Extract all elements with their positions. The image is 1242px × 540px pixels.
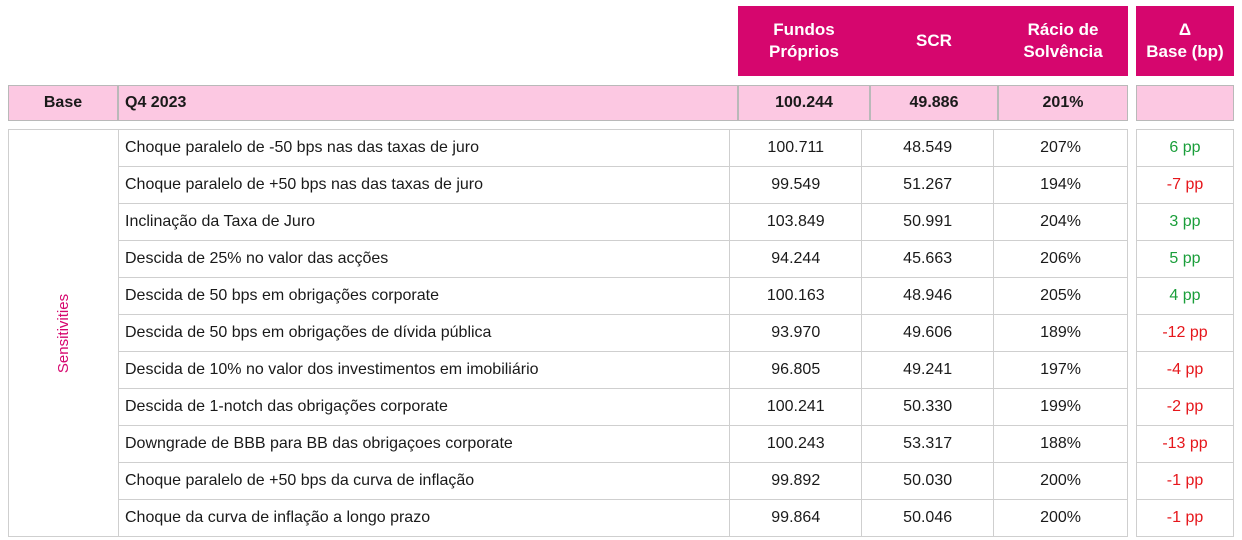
delta-row: -7 pp bbox=[1136, 166, 1234, 204]
row-delta: -4 pp bbox=[1136, 351, 1234, 389]
row-scr: 50.991 bbox=[861, 203, 995, 241]
header-scr-label: SCR bbox=[916, 30, 952, 50]
row-racio: 204% bbox=[993, 203, 1128, 241]
row-fundos: 93.970 bbox=[729, 314, 863, 352]
row-label: Choque paralelo de +50 bps nas das taxas… bbox=[117, 166, 731, 204]
table-row: Downgrade de BBB para BB das obrigaçoes … bbox=[117, 425, 1128, 463]
row-scr: 49.241 bbox=[861, 351, 995, 389]
header-fundos-proprios: Fundos Próprios bbox=[738, 6, 870, 76]
table-row: Descida de 1-notch das obrigações corpor… bbox=[117, 388, 1128, 426]
delta-row: -12 pp bbox=[1136, 314, 1234, 352]
header-delta-base: Δ Base (bp) bbox=[1136, 6, 1234, 76]
row-delta: 3 pp bbox=[1136, 203, 1234, 241]
row-fundos: 100.711 bbox=[729, 129, 863, 167]
row-racio: 207% bbox=[993, 129, 1128, 167]
table-row: Choque paralelo de +50 bps nas das taxas… bbox=[117, 166, 1128, 204]
row-fundos: 99.892 bbox=[729, 462, 863, 500]
header-racio-line2: Solvência bbox=[1023, 42, 1103, 61]
row-delta: 4 pp bbox=[1136, 277, 1234, 315]
base-period: Q4 2023 bbox=[118, 85, 738, 121]
row-scr: 50.046 bbox=[861, 499, 995, 537]
header-racio-line1: Rácio de bbox=[1027, 19, 1099, 39]
base-fundos: 100.244 bbox=[738, 85, 870, 121]
row-racio: 194% bbox=[993, 166, 1128, 204]
row-fundos: 94.244 bbox=[729, 240, 863, 278]
row-fundos: 100.241 bbox=[729, 388, 863, 426]
header-racio-solvencia: Rácio de Solvência bbox=[998, 6, 1128, 76]
base-racio: 201% bbox=[998, 85, 1128, 121]
row-scr: 45.663 bbox=[861, 240, 995, 278]
row-racio: 189% bbox=[993, 314, 1128, 352]
row-fundos: 100.243 bbox=[729, 425, 863, 463]
header-fundos-line2: Próprios bbox=[769, 42, 839, 61]
row-racio: 188% bbox=[993, 425, 1128, 463]
delta-table: 6 pp -7 pp 3 pp 5 pp 4 pp -12 pp -4 pp -2 pp -13… bbox=[1136, 129, 1234, 537]
table-row: Choque paralelo de +50 bps da curva de i… bbox=[117, 462, 1128, 500]
row-delta: -12 pp bbox=[1136, 314, 1234, 352]
row-label: Choque da curva de inflação a longo praz… bbox=[117, 499, 731, 537]
row-racio: 200% bbox=[993, 462, 1128, 500]
header-delta-line1: Δ bbox=[1178, 19, 1192, 39]
delta-row: 4 pp bbox=[1136, 277, 1234, 315]
row-racio: 206% bbox=[993, 240, 1128, 278]
row-racio: 200% bbox=[993, 499, 1128, 537]
row-scr: 50.030 bbox=[861, 462, 995, 500]
header-fundos-line1: Fundos bbox=[773, 19, 835, 39]
row-label: Descida de 50 bps em obrigações corporat… bbox=[117, 277, 731, 315]
row-fundos: 99.864 bbox=[729, 499, 863, 537]
row-delta: 5 pp bbox=[1136, 240, 1234, 278]
row-scr: 50.330 bbox=[861, 388, 995, 426]
table-row: Descida de 50 bps em obrigações corporat… bbox=[117, 277, 1128, 315]
delta-row: -1 pp bbox=[1136, 499, 1234, 537]
row-delta: -2 pp bbox=[1136, 388, 1234, 426]
row-label: Descida de 50 bps em obrigações de dívid… bbox=[117, 314, 731, 352]
row-racio: 197% bbox=[993, 351, 1128, 389]
row-label: Descida de 1-notch das obrigações corpor… bbox=[117, 388, 731, 426]
row-label: Descida de 25% no valor das acções bbox=[117, 240, 731, 278]
base-row: Base Q4 2023 100.244 49.886 201% bbox=[8, 85, 1234, 121]
row-label: Choque paralelo de -50 bps nas das taxas… bbox=[117, 129, 731, 167]
row-scr: 49.606 bbox=[861, 314, 995, 352]
row-scr: 53.317 bbox=[861, 425, 995, 463]
delta-row: 3 pp bbox=[1136, 203, 1234, 241]
row-delta: -7 pp bbox=[1136, 166, 1234, 204]
row-scr: 48.946 bbox=[861, 277, 995, 315]
row-delta: -1 pp bbox=[1136, 499, 1234, 537]
row-fundos: 100.163 bbox=[729, 277, 863, 315]
delta-row: -4 pp bbox=[1136, 351, 1234, 389]
delta-row: 5 pp bbox=[1136, 240, 1234, 278]
row-scr: 48.549 bbox=[861, 129, 995, 167]
row-fundos: 103.849 bbox=[729, 203, 863, 241]
base-delta bbox=[1136, 85, 1234, 121]
row-delta: -1 pp bbox=[1136, 462, 1234, 500]
row-racio: 199% bbox=[993, 388, 1128, 426]
header-delta-line2: Base (bp) bbox=[1146, 42, 1224, 61]
base-label: Base bbox=[8, 85, 118, 121]
delta-row: -2 pp bbox=[1136, 388, 1234, 426]
row-label: Inclinação da Taxa de Juro bbox=[117, 203, 731, 241]
base-scr: 49.886 bbox=[870, 85, 998, 121]
sensitivities-label: Sensitivities bbox=[54, 293, 72, 373]
table-row: Descida de 25% no valor das acções 94.244… bbox=[117, 240, 1128, 278]
row-label: Choque paralelo de +50 bps da curva de i… bbox=[117, 462, 731, 500]
table-row: Descida de 50 bps em obrigações de dívid… bbox=[117, 314, 1128, 352]
row-fundos: 99.549 bbox=[729, 166, 863, 204]
sensitivities-table: Choque paralelo de -50 bps nas das taxas… bbox=[117, 129, 1128, 537]
header-scr: SCR bbox=[870, 6, 998, 76]
row-label: Downgrade de BBB para BB das obrigaçoes … bbox=[117, 425, 731, 463]
sensitivities-label-cell: Sensitivities bbox=[8, 129, 118, 537]
row-racio: 205% bbox=[993, 277, 1128, 315]
delta-row: 6 pp bbox=[1136, 129, 1234, 167]
delta-row: -1 pp bbox=[1136, 462, 1234, 500]
table-row: Choque paralelo de -50 bps nas das taxas… bbox=[117, 129, 1128, 167]
row-fundos: 96.805 bbox=[729, 351, 863, 389]
table-row: Inclinação da Taxa de Juro 103.849 50.991 2… bbox=[117, 203, 1128, 241]
row-scr: 51.267 bbox=[861, 166, 995, 204]
row-delta: -13 pp bbox=[1136, 425, 1234, 463]
row-delta: 6 pp bbox=[1136, 129, 1234, 167]
delta-row: -13 pp bbox=[1136, 425, 1234, 463]
table-row: Descida de 10% no valor dos investimento… bbox=[117, 351, 1128, 389]
row-label: Descida de 10% no valor dos investimento… bbox=[117, 351, 731, 389]
table-row: Choque da curva de inflação a longo praz… bbox=[117, 499, 1128, 537]
